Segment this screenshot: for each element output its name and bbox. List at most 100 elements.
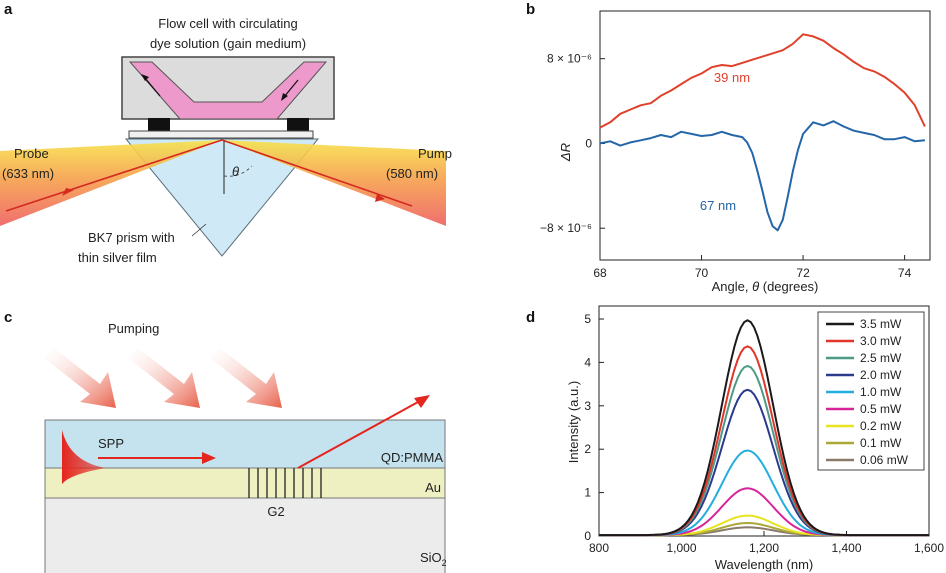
outcoupled-ray xyxy=(297,401,419,469)
theta-label: θ xyxy=(232,164,239,179)
flow-arrow-left-head xyxy=(141,74,149,81)
qd-pmma-label: QD:PMMA xyxy=(381,450,443,465)
sio2-main: SiO xyxy=(420,550,442,565)
panel-a-letter: a xyxy=(4,1,13,18)
panel-b-xlabel-prefix: Angle, xyxy=(712,279,752,294)
silver-film xyxy=(128,130,314,139)
pump-beam xyxy=(222,140,446,226)
sio2-label: SiO2 xyxy=(420,550,447,568)
panel-d-legend-label: 0.5 mW xyxy=(860,402,902,416)
panel-d-legend-label: 1.0 mW xyxy=(860,385,902,399)
sio2-sub: 2 xyxy=(442,558,447,568)
panel-d-legend-label: 3.5 mW xyxy=(860,317,902,331)
spp-label: SPP xyxy=(98,436,124,451)
panel-b-yticks: 8 × 10⁻⁶ 0 −8 × 10⁻⁶ xyxy=(540,52,605,235)
qd-pmma-layer xyxy=(44,419,446,469)
panel-c: c Pumping SPP QD:PMMA Au G2 SiO2 xyxy=(4,309,447,573)
panel-d-ytick-label: 4 xyxy=(584,355,591,369)
panel-d-ytick-label: 1 xyxy=(584,486,591,500)
reflected-ray xyxy=(221,139,413,207)
flow-cell-label-line2: dye solution (gain medium) xyxy=(150,36,306,51)
panel-b-series-label: 39 nm xyxy=(714,70,750,85)
sio2-layer xyxy=(44,497,446,573)
dye-channel xyxy=(128,61,328,120)
panel-b-xtick-label: 74 xyxy=(898,266,912,280)
panel-d-xtick-label: 800 xyxy=(589,541,609,555)
panel-d-legend-label: 3.0 mW xyxy=(860,334,902,348)
panel-d-legend-items: 3.5 mW 3.0 mW 2.5 mW 2.0 mW 1.0 mW 0.5 mW 0.2 … xyxy=(826,317,909,467)
panel-b-series-label: 67 nm xyxy=(700,198,736,213)
panel-d-ytick-label: 5 xyxy=(584,312,591,326)
seal-left xyxy=(148,118,170,132)
panel-b-xtick-label: 72 xyxy=(796,266,810,280)
panel-d-legend-label: 0.06 mW xyxy=(860,453,909,467)
panel-b-xlabel-var: θ xyxy=(752,279,759,294)
panel-a: a Flow cell with circulating dye solutio… xyxy=(0,1,452,265)
au-layer xyxy=(44,467,446,499)
panel-b-ylabel: ΔR xyxy=(558,143,573,162)
panel-b-ytick-label: 0 xyxy=(585,136,592,150)
panel-b-xticks: 68 70 72 74 xyxy=(593,255,912,280)
panel-d-legend-label: 2.0 mW xyxy=(860,368,902,382)
panel-d-series xyxy=(599,319,929,537)
panel-b-xtick-label: 70 xyxy=(695,266,709,280)
prism-leader xyxy=(191,223,207,237)
probe-ray xyxy=(5,139,223,212)
panel-d-ytick-label: 0 xyxy=(584,529,591,543)
panel-d-ytick-label: 2 xyxy=(584,442,591,456)
flow-arrow-right-head xyxy=(281,93,288,101)
probe-beam xyxy=(0,140,222,226)
panel-b-xlabel-suffix: (degrees) xyxy=(759,279,818,294)
probe-label-line2: (633 nm) xyxy=(2,166,54,181)
panel-d-xlabel: Wavelength (nm) xyxy=(715,557,814,572)
panel-d-letter: d xyxy=(526,309,535,326)
panel-b-ytick-label: −8 × 10⁻⁶ xyxy=(540,221,592,235)
panel-d-legend-label: 0.2 mW xyxy=(860,419,902,433)
panel-b-series-line xyxy=(599,120,925,232)
panel-d-xtick-label: 1,000 xyxy=(666,541,696,555)
pumping-label: Pumping xyxy=(108,321,159,336)
panel-d-yticks: 0 1 2 3 4 5 xyxy=(584,312,604,543)
pump-label-line1: Pump xyxy=(418,146,452,161)
g2-grating xyxy=(248,468,322,498)
pump-label-line2: (580 nm) xyxy=(386,166,438,181)
bk7-prism xyxy=(124,138,320,257)
spp-arrow-head-icon xyxy=(202,452,216,464)
panel-d-ylabel: Intensity (a.u.) xyxy=(566,381,581,463)
panel-d-xticks: 800 1,000 1,200 1,400 1,600 xyxy=(589,531,944,555)
panel-b-letter: b xyxy=(526,1,535,18)
panel-b-xlabel: Angle, θ (degrees) xyxy=(712,279,819,294)
panel-d-xtick-label: 1,600 xyxy=(914,541,944,555)
reflect-arrow-icon xyxy=(375,194,385,202)
panel-d-ytick-label: 3 xyxy=(584,399,591,413)
panel-d-series-line xyxy=(599,319,929,537)
panel-b-series: 39 nm 67 nm xyxy=(599,33,926,232)
prism-label-line1: BK7 prism with xyxy=(88,230,175,245)
outcoupled-arrow-head-icon xyxy=(414,395,430,408)
panel-b-ytick-label: 8 × 10⁻⁶ xyxy=(547,52,592,66)
flow-arrow-right xyxy=(283,79,299,98)
panel-c-letter: c xyxy=(4,309,12,326)
spp-field-profile xyxy=(62,430,106,484)
flow-arrow-left xyxy=(144,77,161,97)
theta-arc xyxy=(223,165,253,177)
pump-arrow-2-icon xyxy=(128,348,200,408)
flow-cell-label-line1: Flow cell with circulating xyxy=(158,16,297,31)
panel-b-frame xyxy=(599,10,931,261)
panel-d-legend-label: 0.1 mW xyxy=(860,436,902,450)
panel-d-xtick-label: 1,400 xyxy=(831,541,861,555)
g2-label: G2 xyxy=(267,504,284,519)
prism-label-line2: thin silver film xyxy=(78,250,157,265)
panel-b-xtick-label: 68 xyxy=(593,266,607,280)
au-label: Au xyxy=(425,480,441,495)
panel-d-legend-label: 2.5 mW xyxy=(860,351,902,365)
probe-label-line1: Probe xyxy=(14,146,49,161)
panel-b-series-line xyxy=(599,33,926,129)
panel-d-xtick-label: 1,200 xyxy=(749,541,779,555)
probe-arrow-icon xyxy=(62,188,74,196)
pump-arrow-1-icon xyxy=(44,348,116,408)
panel-b: b 68 70 72 74 8 × 10⁻⁶ 0 −8 × 10⁻⁶ 39 nm 67 nm… xyxy=(526,1,931,294)
seal-right xyxy=(287,118,309,132)
